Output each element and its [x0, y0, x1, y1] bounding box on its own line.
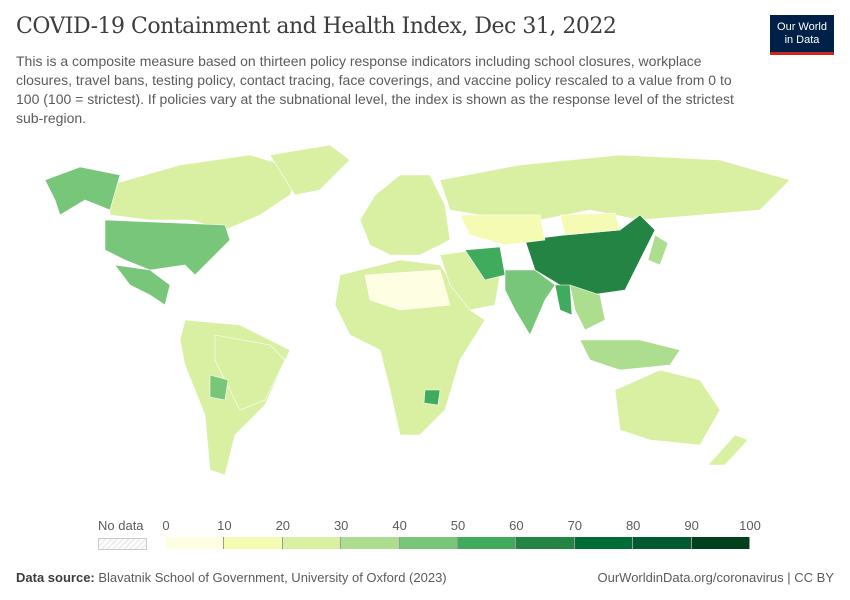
legend-bin[interactable]	[516, 537, 575, 549]
country-zimbabwe[interactable]	[423, 389, 441, 406]
country-canada[interactable]	[109, 154, 301, 231]
logo-text: in Data	[784, 33, 820, 46]
legend-tick: 70	[567, 518, 583, 533]
legend-tick: 30	[333, 518, 349, 533]
world-map	[44, 144, 791, 476]
legend-tick: 80	[625, 518, 641, 533]
legend-tick: 90	[684, 518, 699, 533]
legend-bin[interactable]	[282, 537, 342, 549]
country-japan[interactable]	[647, 234, 669, 266]
country-alaska[interactable]	[44, 166, 121, 216]
legend-tick: 10	[217, 518, 232, 533]
legend-bin[interactable]	[574, 537, 634, 549]
legend-tick: 40	[392, 518, 407, 533]
legend-bin[interactable]	[341, 537, 400, 549]
source-text: Blavatnik School of Government, Universi…	[98, 570, 447, 585]
country-mongolia[interactable]	[559, 212, 621, 236]
legend-tick: 50	[450, 518, 466, 533]
legend-bin[interactable]	[166, 537, 225, 549]
no-data-label: No data	[98, 518, 144, 533]
legend-bin[interactable]	[399, 537, 458, 549]
no-data-swatch	[98, 538, 147, 550]
legend-bin[interactable]	[691, 537, 750, 549]
country-sahara[interactable]	[364, 269, 451, 311]
country-russia[interactable]	[439, 154, 791, 221]
country-australia[interactable]	[614, 369, 721, 446]
country-indonesia[interactable]	[579, 339, 681, 371]
legend-bin[interactable]	[458, 537, 517, 549]
legend-tick: 60	[509, 518, 524, 533]
chart-subtitle: This is a composite measure based on thi…	[16, 53, 734, 126]
country-mexico[interactable]	[114, 264, 171, 306]
legend-tick: 20	[275, 518, 291, 533]
country-brazil[interactable]	[214, 334, 286, 411]
legend-tick: 100	[739, 518, 761, 533]
legend-bin[interactable]	[633, 537, 692, 549]
footer-link[interactable]: OurWorldinData.org/coronavirus | CC BY	[597, 570, 834, 585]
legend-tick: 0	[162, 518, 170, 533]
country-united-states[interactable]	[104, 219, 231, 276]
data-source: Data source: Blavatnik School of Governm…	[16, 570, 447, 585]
logo-text: Our World	[777, 20, 827, 33]
country-new-zealand[interactable]	[707, 434, 749, 466]
country-india[interactable]	[504, 269, 556, 336]
country-europe[interactable]	[359, 174, 451, 256]
country-bolivia[interactable]	[209, 374, 229, 401]
country-southeast-asia[interactable]	[569, 284, 606, 331]
legend-bin[interactable]	[224, 537, 283, 549]
country-greenland[interactable]	[269, 144, 351, 196]
owid-logo[interactable]: Our World in Data	[770, 15, 834, 55]
country-kazakhstan[interactable]	[459, 214, 546, 246]
country-myanmar[interactable]	[554, 284, 573, 316]
chart-title: COVID-19 Containment and Health Index, D…	[16, 14, 617, 39]
source-label: Data source:	[16, 570, 95, 585]
